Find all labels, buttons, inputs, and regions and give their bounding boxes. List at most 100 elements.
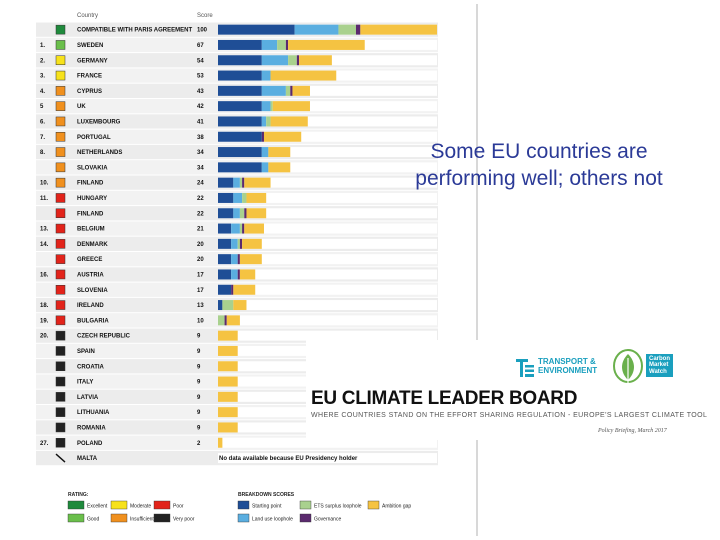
bar-segment — [239, 238, 243, 249]
te-line-2: ENVIRONMENT — [538, 366, 598, 376]
bar-segment — [261, 39, 278, 50]
rating-square — [55, 285, 66, 295]
bar-track — [218, 269, 437, 280]
bar-segment — [218, 70, 262, 81]
legend-rating-swatch — [153, 513, 171, 523]
bar-segment — [233, 284, 256, 295]
bar-segment — [261, 85, 286, 96]
bar-track — [218, 223, 437, 234]
rating-square — [55, 70, 66, 81]
leaderboard-panel: Country Score COMPATIBLE WITH PARIS AGREEM… — [36, 13, 438, 523]
bar-segment — [242, 223, 245, 234]
rating-square — [55, 162, 66, 173]
rank-label: 16. — [40, 272, 49, 278]
country-label: MALTA — [77, 456, 98, 462]
bar-segment — [355, 24, 361, 35]
bar-track — [218, 437, 437, 448]
bar-segment — [272, 101, 310, 112]
bar-segment — [218, 361, 238, 372]
score-label: 22 — [197, 196, 204, 202]
rating-square — [55, 55, 66, 65]
bar-segment — [292, 85, 310, 96]
carbon-market-watch-leaf-icon — [613, 349, 643, 384]
bar-segment — [285, 85, 291, 96]
country-label: LITHUANIA — [77, 410, 110, 416]
rating-square — [55, 300, 66, 310]
rank-label: 4. — [40, 89, 45, 95]
rank-label: 13. — [40, 227, 49, 233]
bar-segment — [237, 238, 240, 249]
legend-rating-label: Moderate — [130, 504, 151, 510]
country-label: ROMANIA — [77, 425, 106, 431]
bar-segment — [226, 315, 240, 326]
bar-track — [218, 330, 437, 341]
bar-segment — [261, 101, 271, 112]
bar-segment — [294, 24, 339, 35]
score-label: 22 — [197, 211, 204, 217]
country-label: LATVIA — [77, 395, 99, 401]
country-label: FINLAND — [77, 211, 104, 217]
country-label: GERMANY — [77, 58, 108, 64]
rating-square — [55, 223, 66, 234]
score-label: 9 — [197, 364, 201, 370]
bar-track — [218, 147, 437, 158]
bar-segment — [237, 254, 240, 265]
bar-segment — [239, 177, 243, 188]
bar-segment — [218, 300, 223, 311]
score-label: 43 — [197, 89, 204, 95]
legend-rating-swatch — [153, 500, 171, 510]
legend-component-label: Land use loophole — [252, 517, 293, 523]
bar-segment — [239, 269, 256, 280]
bar-segment — [218, 147, 262, 158]
rating-square — [55, 254, 66, 264]
rating-square — [55, 407, 66, 417]
bar-segment — [261, 162, 269, 173]
country-label: AUSTRIA — [77, 272, 104, 278]
bar-segment — [218, 315, 225, 326]
score-label: 38 — [197, 135, 204, 141]
score-label: 34 — [197, 165, 204, 171]
rating-square — [55, 346, 66, 356]
country-label: BELGIUM — [77, 227, 105, 233]
bar-track — [218, 208, 437, 219]
legend-component-label: Ambition gap — [382, 504, 411, 510]
bar-segment — [222, 300, 234, 311]
bar-segment — [290, 85, 293, 96]
bar-segment — [218, 437, 223, 448]
bar-segment — [231, 284, 234, 295]
bar-segment — [218, 422, 238, 433]
bar-track — [218, 162, 437, 173]
score-label: 13 — [197, 303, 204, 309]
score-label: 9 — [197, 425, 201, 431]
bar-segment — [277, 39, 286, 50]
bar-segment — [231, 269, 238, 280]
cmw-line-2: Market — [649, 362, 669, 369]
rating-square — [55, 239, 66, 249]
rating-square — [55, 147, 66, 157]
rank-label: 19. — [40, 318, 49, 324]
legend-rating-swatch — [67, 513, 85, 523]
bar-segment — [263, 131, 302, 142]
bar-segment — [270, 70, 337, 81]
country-label: CZECH REPUBLIC — [77, 334, 131, 340]
bar-segment — [224, 315, 227, 326]
legend-rating-swatch — [110, 513, 128, 523]
rating-square — [55, 24, 66, 35]
bar-segment — [261, 116, 267, 127]
country-label: GREECE — [77, 257, 102, 263]
bar-segment — [266, 116, 271, 127]
bar-segment — [218, 162, 262, 173]
legend-rating-swatch — [67, 500, 85, 510]
bar-segment — [270, 116, 308, 127]
bar-track — [218, 300, 437, 311]
bar-segment — [218, 345, 238, 356]
bar-segment — [237, 269, 240, 280]
bar-segment — [261, 55, 289, 66]
bar-segment — [239, 254, 262, 265]
bar-segment — [244, 223, 264, 234]
bar-segment — [218, 269, 232, 280]
rating-square — [55, 315, 66, 326]
legend-component-label: ETS surplus loophole — [314, 504, 362, 510]
no-data-note: No data available because EU Presidency … — [219, 456, 358, 462]
bar-track — [218, 315, 437, 326]
